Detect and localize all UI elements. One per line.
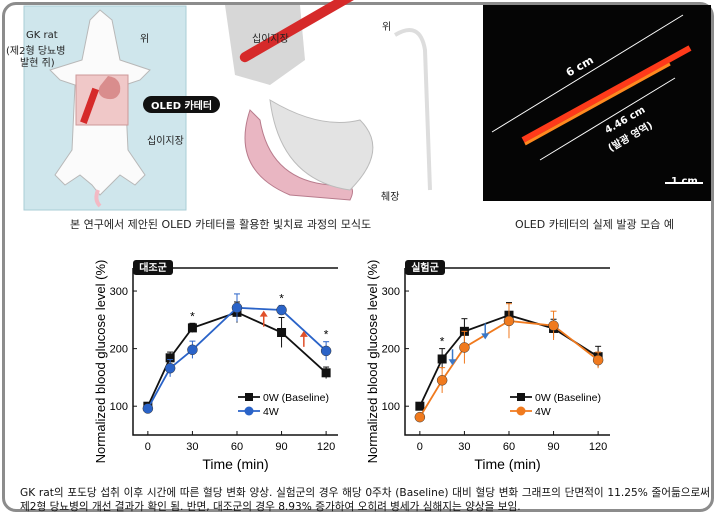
duodenum-illustration bbox=[225, 0, 432, 201]
significance-asterisk: * bbox=[190, 309, 195, 323]
legend-label: 4W bbox=[263, 406, 279, 418]
x-tick-label: 30 bbox=[186, 441, 198, 453]
x-tick-label: 30 bbox=[458, 441, 470, 453]
y-tick-label: 200 bbox=[382, 344, 400, 356]
data-point-circle bbox=[592, 354, 604, 366]
data-point-square bbox=[187, 323, 197, 333]
x-tick-label: 0 bbox=[145, 441, 151, 453]
legend-label: 0W (Baseline) bbox=[263, 392, 329, 404]
rat-sublabel-1: (제2형 당뇨병 bbox=[6, 46, 66, 57]
data-point-square bbox=[437, 354, 447, 364]
x-tick-label: 0 bbox=[417, 441, 423, 453]
data-point-square bbox=[165, 353, 175, 363]
significance-asterisk: * bbox=[324, 328, 329, 342]
data-point-circle bbox=[548, 320, 559, 331]
catheter-photo bbox=[483, 5, 711, 201]
data-point-circle bbox=[459, 342, 470, 353]
y-axis-label: Normalized blood glucose level (%) bbox=[93, 260, 108, 464]
arrow-head bbox=[259, 310, 268, 317]
arrow-head bbox=[481, 333, 490, 340]
data-point-square bbox=[321, 368, 331, 378]
axes bbox=[404, 268, 610, 436]
data-point-circle bbox=[231, 302, 243, 313]
panel-label-bg bbox=[133, 260, 173, 275]
x-axis-label: Time (min) bbox=[202, 456, 268, 472]
panel-label: 대조군 bbox=[139, 261, 167, 274]
legend-label: 0W (Baseline) bbox=[535, 392, 601, 404]
y-tick-label: 300 bbox=[382, 286, 400, 298]
catheter-label: OLED 카테터 bbox=[143, 96, 221, 113]
data-point-square bbox=[415, 401, 425, 411]
x-tick-label: 120 bbox=[589, 441, 607, 453]
chart-1: 대조군 100 200 300 0 30 60 90 120 Time (min) Normaliz… bbox=[93, 260, 338, 472]
rat-sublabel-2: 발현 쥐) bbox=[20, 58, 55, 69]
rat-illustration bbox=[23, 5, 187, 211]
y-tick-label: 100 bbox=[382, 401, 400, 413]
panel-label: 실험군 bbox=[411, 261, 439, 274]
legend-marker bbox=[516, 406, 526, 416]
duodenum-label: 십이지장 bbox=[252, 34, 289, 45]
series-line-1 bbox=[419, 314, 599, 407]
data-point-circle bbox=[503, 315, 515, 327]
y-tick-label: 100 bbox=[110, 401, 128, 413]
y-axis-label: Normalized blood glucose level (%) bbox=[365, 260, 380, 464]
figure-description: GK rat의 포도당 섭취 이후 시간에 따른 혈당 변화 양상. 실험군의 … bbox=[20, 487, 710, 513]
chart-2: 실험군 100 200 300 0 30 60 90 120 Time (min) Normaliz… bbox=[365, 260, 610, 472]
data-point-circle bbox=[276, 304, 287, 316]
figure-frame bbox=[2, 2, 714, 512]
legend-label: 4W bbox=[535, 406, 551, 418]
x-tick-label: 60 bbox=[231, 441, 243, 453]
x-tick-label: 90 bbox=[547, 441, 559, 453]
legend-marker bbox=[517, 393, 525, 401]
duodenum-label-rat: 십이지장 bbox=[147, 136, 184, 147]
data-point-circle bbox=[436, 375, 448, 386]
data-point-circle bbox=[187, 344, 198, 356]
arrow-head bbox=[299, 330, 308, 337]
x-tick-label: 90 bbox=[275, 441, 287, 453]
x-tick-label: 120 bbox=[317, 441, 335, 453]
stomach-direction-label: 위 bbox=[382, 22, 392, 33]
pancreas-label: 췌장 bbox=[381, 192, 400, 203]
stomach-label: 위 bbox=[140, 34, 150, 45]
series-line-2 bbox=[147, 306, 327, 409]
data-point-circle bbox=[142, 403, 154, 414]
rat-label: GK rat bbox=[26, 30, 58, 41]
panel-label-bg bbox=[405, 260, 445, 275]
significance-asterisk: * bbox=[279, 291, 284, 305]
legend-marker bbox=[244, 406, 254, 416]
data-point-circle bbox=[414, 411, 426, 423]
legend-marker bbox=[245, 393, 253, 401]
illustration-caption: 본 연구에서 제안된 OLED 카테터를 활용한 빛치료 과정의 모식도 bbox=[70, 218, 372, 231]
data-point-square bbox=[277, 327, 287, 337]
photo-caption: OLED 카테터의 실제 발광 모습 예 bbox=[515, 218, 675, 231]
scale-bar-label: 1 cm bbox=[671, 176, 698, 187]
y-tick-label: 300 bbox=[110, 286, 128, 298]
axes bbox=[132, 268, 338, 436]
arrow-head bbox=[448, 359, 457, 366]
data-point-circle bbox=[164, 362, 176, 374]
significance-asterisk: * bbox=[440, 335, 445, 349]
y-tick-label: 200 bbox=[110, 344, 128, 356]
data-point-circle bbox=[320, 345, 332, 357]
x-tick-label: 60 bbox=[503, 441, 515, 453]
x-axis-label: Time (min) bbox=[474, 456, 540, 472]
